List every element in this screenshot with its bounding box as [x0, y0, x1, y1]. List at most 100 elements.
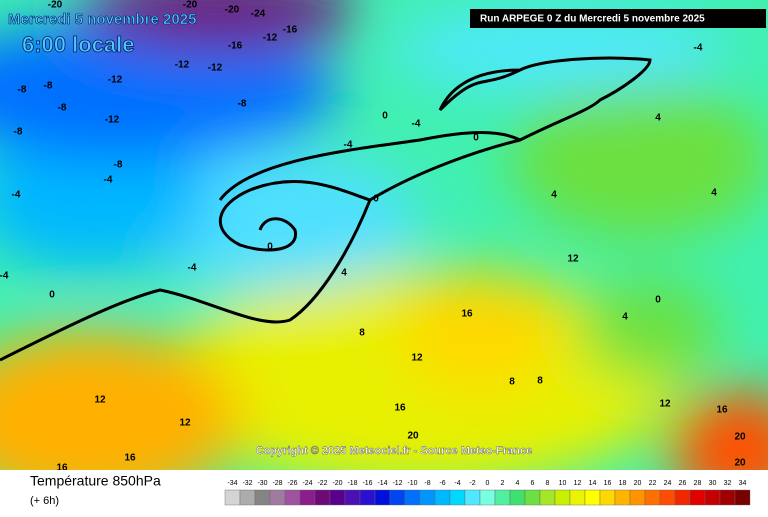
contour-label: 4: [711, 188, 717, 199]
scale-label: -2: [469, 480, 475, 487]
contour-label: -4: [12, 190, 21, 201]
scale-swatch: [539, 489, 556, 506]
contour-label: 12: [179, 418, 191, 429]
contour-label: 8: [359, 328, 365, 339]
scale-swatch: [569, 489, 586, 506]
scale-label: -4: [454, 480, 460, 487]
scale-label: 4: [516, 480, 520, 487]
scale-label: -10: [407, 480, 417, 487]
date-label: Mercredi 5 novembre 2025: [8, 11, 196, 28]
scale-label: -32: [242, 480, 252, 487]
run-label: Run ARPEGE 0 Z du Mercredi 5 novembre 20…: [480, 14, 705, 25]
contour-label: 0: [49, 290, 55, 301]
contour-label: 16: [124, 453, 136, 464]
scale-label: -28: [272, 480, 282, 487]
contour-label: 8: [509, 377, 515, 388]
scale-label: 16: [604, 480, 612, 487]
contour-label: -20: [225, 5, 240, 16]
contour-label: -16: [283, 25, 298, 36]
scale-label: -26: [287, 480, 297, 487]
contour-label: 4: [341, 268, 347, 279]
scale-swatch: [434, 489, 451, 506]
scale-swatch: [659, 489, 676, 506]
contour-label: -24: [251, 9, 266, 20]
scale-swatch: [299, 489, 316, 506]
scale-label: 14: [589, 480, 597, 487]
scale-swatch: [269, 489, 286, 506]
scale-swatch: [329, 489, 346, 506]
contour-label: 0: [373, 194, 379, 205]
contour-label: -8: [18, 85, 27, 96]
contour-label: -8: [114, 160, 123, 171]
scale-label: 22: [649, 480, 657, 487]
scale-swatch: [239, 489, 256, 506]
scale-swatch: [629, 489, 646, 506]
contour-label: -8: [44, 81, 53, 92]
contour-label: 16: [56, 463, 68, 474]
scale-label: 32: [724, 480, 732, 487]
scale-swatch: [734, 489, 751, 506]
contour-labels: -20 -20 -24 -20 -16 -12 -16 -12 -12 -12 -8 -8 -8 -8 -1…: [0, 0, 746, 474]
scale-label: 18: [619, 480, 627, 487]
scale-swatch: [389, 489, 406, 506]
contour-label: 16: [394, 403, 406, 414]
scale-swatch: [689, 489, 706, 506]
scale-swatch: [719, 489, 736, 506]
scale-label: -16: [362, 480, 372, 487]
scale-swatch: [464, 489, 481, 506]
scale-swatch: [494, 489, 511, 506]
scale-label: -22: [317, 480, 327, 487]
scale-label: 34: [739, 480, 747, 487]
contour-label: -12: [105, 115, 120, 126]
scale-swatch: [674, 489, 691, 506]
contour-label: -16: [228, 41, 243, 52]
scale-label: 20: [634, 480, 642, 487]
scale-label: -8: [424, 480, 430, 487]
copyright: Copyright © 2025 Meteociel.fr - Source M…: [256, 445, 532, 457]
contour-label: -4: [344, 140, 353, 151]
contour-label: 20: [734, 458, 746, 469]
color-scale: -34 -32 -30 -28 -26 -24 -22 -20 -18 -16 -14 -12 -10-…: [224, 480, 751, 506]
contour-label: 16: [716, 405, 728, 416]
contour-label: 0: [473, 133, 479, 144]
contour-label: -4: [0, 271, 9, 282]
scale-label: 12: [574, 480, 582, 487]
scale-label: -20: [332, 480, 342, 487]
contour-label: -8: [58, 103, 67, 114]
contour-label: -4: [412, 119, 421, 130]
scale-swatch: [584, 489, 601, 506]
contour-label: -20: [48, 0, 63, 11]
scale-swatch: [344, 489, 361, 506]
contour-label: 12: [659, 399, 671, 410]
contour-label: 16: [461, 309, 473, 320]
scale-swatch: [284, 489, 301, 506]
scale-label: 30: [709, 480, 717, 487]
scale-swatch: [374, 489, 391, 506]
scale-swatch: [404, 489, 421, 506]
scale-swatch: [254, 489, 271, 506]
scale-label: -6: [439, 480, 445, 487]
scale-swatch: [479, 489, 496, 506]
scale-swatch: [524, 489, 541, 506]
contour-label: 0: [267, 242, 273, 253]
scale-label: 8: [546, 480, 550, 487]
contour-label: -4: [694, 43, 703, 54]
scale-label: 28: [694, 480, 702, 487]
scale-swatch: [224, 489, 241, 506]
contour-label: -4: [104, 175, 113, 186]
contour-label: -12: [175, 60, 190, 71]
scale-swatch: [419, 489, 436, 506]
contour-label: -12: [208, 63, 223, 74]
scale-swatch: [614, 489, 631, 506]
contour-label: 12: [567, 254, 579, 265]
contour-label: -20: [183, 0, 198, 11]
contour-label: 4: [655, 113, 661, 124]
contour-label: -12: [263, 33, 278, 44]
time-label: 6:00 locale: [22, 32, 135, 57]
run-box: [470, 9, 766, 28]
scale-label: 24: [664, 480, 672, 487]
scale-label: -34: [227, 480, 237, 487]
contour-label: 4: [551, 190, 557, 201]
scale-label: 6: [531, 480, 535, 487]
contour-label: 20: [407, 431, 419, 442]
